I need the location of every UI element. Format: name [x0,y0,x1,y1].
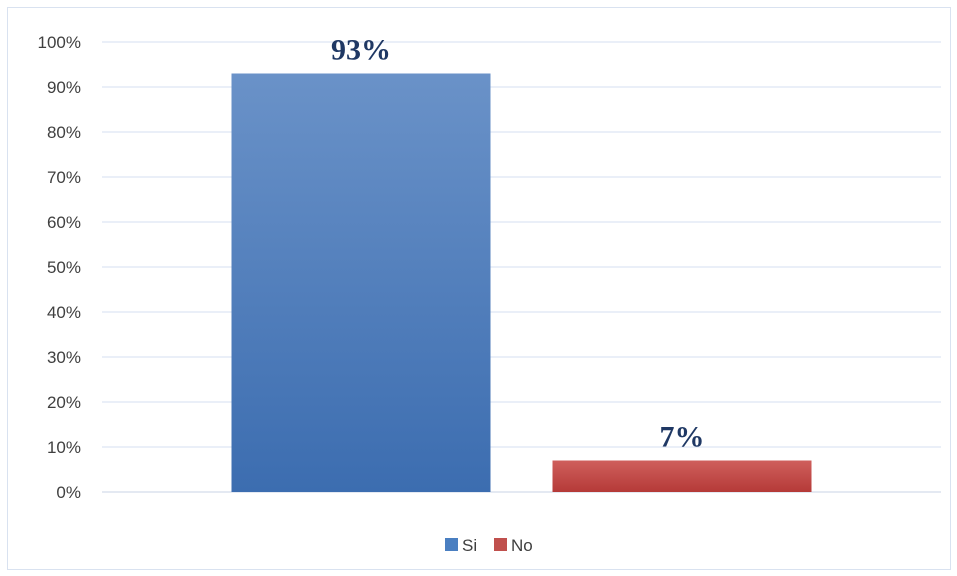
y-tick-label: 50% [47,258,81,277]
y-tick-label: 0% [56,483,81,502]
y-tick-label: 30% [47,348,81,367]
data-labels: 93% 7% [331,34,705,454]
legend: Si No [445,536,533,555]
y-tick-label: 20% [47,393,81,412]
bars [231,73,812,492]
bar-no [552,460,812,492]
data-label-no: 7% [660,421,705,454]
data-label-si: 93% [331,34,391,67]
gridlines [102,41,941,493]
y-tick-label: 60% [47,213,81,232]
y-tick-label: 100% [38,33,81,52]
bar-si [231,73,491,492]
legend-label-no: No [511,536,533,555]
y-tick-label: 90% [47,78,81,97]
legend-label-si: Si [462,536,477,555]
y-tick-label: 70% [47,168,81,187]
y-tick-label: 10% [47,438,81,457]
y-tick-label: 80% [47,123,81,142]
y-axis-tick-labels: 0% 10% 20% 30% 40% 50% 60% 70% 80% 90% 100% [38,33,81,502]
y-tick-label: 40% [47,303,81,322]
legend-swatch-si [445,538,458,551]
legend-swatch-no [494,538,507,551]
